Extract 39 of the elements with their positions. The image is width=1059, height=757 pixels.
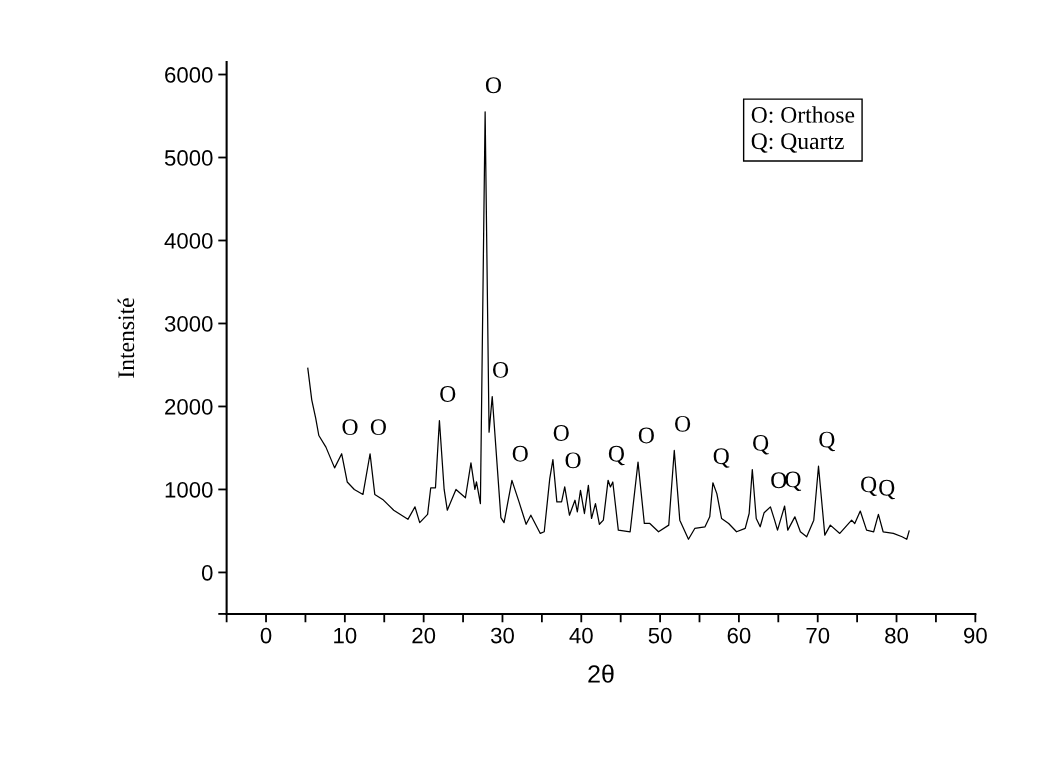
annotation: Q: [713, 448, 730, 468]
annotation: O: [553, 425, 569, 441]
annotation: O: [493, 361, 509, 378]
annotation: O: [342, 419, 358, 436]
annotation: Q: [785, 471, 802, 491]
annotation: Q: [879, 479, 895, 500]
annotation: O: [675, 415, 691, 432]
y-axis-title: Intensité: [117, 298, 135, 378]
annotation: O: Orthose: [751, 106, 855, 123]
y-tick-label: 5000: [164, 150, 213, 166]
annotation: O: [485, 77, 502, 94]
annotation: O: [440, 386, 456, 402]
x-tick-label: 70: [806, 627, 830, 644]
y-tick-label: 2000: [165, 399, 213, 415]
annotation: Q: [753, 434, 769, 455]
y-tick-label: 1000: [165, 481, 213, 498]
x-tick-label: 0: [260, 627, 272, 644]
x-tick-label: 40: [569, 627, 593, 644]
x-axis-title: 2θ: [588, 664, 614, 683]
annotation: Q: Quartz: [751, 133, 844, 153]
annotation: O: [370, 419, 386, 436]
annotation: Q: [819, 431, 835, 452]
annotation: O: [771, 472, 787, 489]
annotation: O: [638, 427, 654, 444]
x-tick-label: 10: [334, 627, 357, 644]
x-tick-label: 60: [727, 627, 751, 644]
annotation: Q: [608, 445, 625, 466]
y-tick-label: 0: [201, 564, 213, 581]
y-tick-label: 6000: [165, 67, 213, 83]
y-tick-label: 4000: [164, 233, 213, 249]
x-tick-label: 30: [490, 627, 514, 644]
annotation: Q: [861, 476, 877, 496]
y-tick-label: 3000: [164, 316, 213, 332]
x-tick-label: 80: [885, 627, 909, 644]
annotation: O: [565, 452, 581, 469]
x-tick-label: 50: [648, 627, 672, 644]
annotation: O: [512, 445, 528, 462]
x-tick-label: 90: [964, 627, 987, 644]
x-tick-label: 20: [412, 627, 436, 644]
